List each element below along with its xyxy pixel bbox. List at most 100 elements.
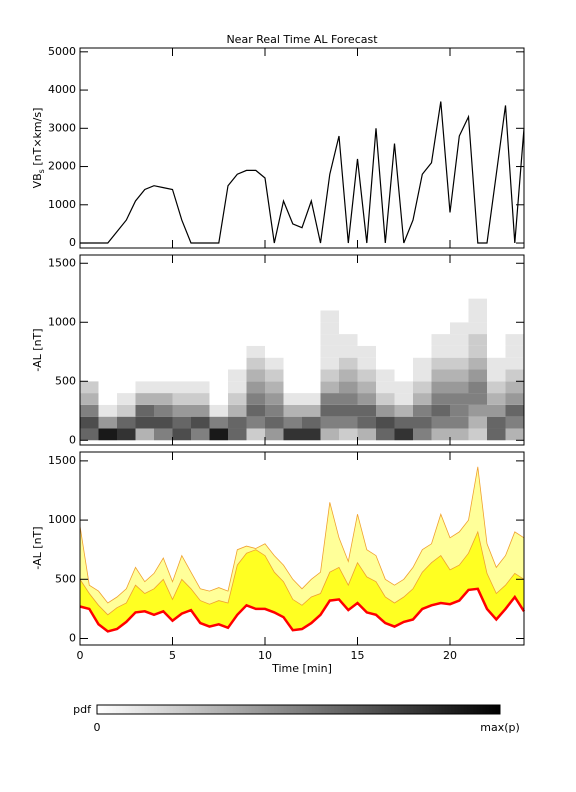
y-tick-label: 1000 [48, 198, 76, 211]
heat-cell [80, 393, 99, 405]
heat-cell [431, 428, 450, 441]
heat-cell [394, 310, 413, 323]
heat-cell [468, 404, 487, 417]
heat-cell [135, 404, 154, 417]
heat-cell [431, 416, 450, 429]
band-edge [79, 466, 525, 604]
heat-cell [376, 393, 395, 405]
heat-cell [172, 416, 191, 429]
heat-cell [394, 334, 413, 346]
heat-cell [394, 345, 413, 358]
heat-cell [228, 416, 247, 429]
heat-cell [117, 416, 136, 429]
heat-cell [80, 322, 99, 335]
heat-cell [394, 322, 413, 335]
heat-cell [468, 345, 487, 358]
heat-cell [487, 381, 506, 394]
heat-cell [320, 298, 339, 311]
heat-cell [135, 381, 154, 394]
heat-cell [191, 393, 210, 405]
heat-cell [487, 369, 506, 382]
heat-cell [320, 357, 339, 370]
heat-cell [209, 369, 228, 382]
heat-cell [283, 298, 302, 311]
heat-cell [246, 345, 265, 358]
heat-cell [154, 428, 173, 441]
heat-cell [394, 416, 413, 429]
heat-cell [431, 381, 450, 394]
heat-cell [135, 393, 154, 405]
heat-cell [135, 298, 154, 311]
heat-cell [80, 381, 99, 394]
x-tick-label: 0 [77, 649, 84, 662]
heat-cell [450, 298, 469, 311]
heat-cell [487, 322, 506, 335]
heat-cell [117, 334, 136, 346]
heat-cell [302, 322, 321, 335]
heat-cell [487, 334, 506, 346]
heat-cell [413, 310, 432, 323]
heat-cell [172, 357, 191, 370]
heat-cell [320, 404, 339, 417]
heat-cell [209, 381, 228, 394]
heat-cell [172, 345, 191, 358]
heat-cell [505, 298, 524, 311]
heat-cell [98, 416, 117, 429]
heat-cell [209, 310, 228, 323]
heat-cell [376, 416, 395, 429]
heat-cell [283, 381, 302, 394]
plot-frame [79, 451, 525, 646]
y-axis-label: -AL [nT] [31, 328, 44, 371]
heat-cell [228, 310, 247, 323]
heat-cell [228, 381, 247, 394]
colorbar [96, 704, 501, 715]
heat-cell [80, 357, 99, 370]
heat-cell [228, 298, 247, 311]
heat-cell [209, 322, 228, 335]
heat-cell [468, 298, 487, 311]
heat-cell [320, 381, 339, 394]
heat-cell [283, 404, 302, 417]
colorbar-label: pdf [73, 703, 92, 716]
heat-cell [339, 357, 358, 370]
heat-cell [505, 393, 524, 405]
heat-cell [450, 404, 469, 417]
heat-cell [505, 357, 524, 370]
heat-cell [80, 416, 99, 429]
heat-cell [228, 357, 247, 370]
heat-cell [413, 416, 432, 429]
heat-cell [265, 369, 284, 382]
heat-cell [172, 381, 191, 394]
heat-cell [376, 334, 395, 346]
y-tick-label: 1000 [48, 513, 76, 526]
heat-cell [283, 357, 302, 370]
heat-cell [394, 428, 413, 441]
heat-cell [191, 416, 210, 429]
heat-cell [339, 369, 358, 382]
heat-cell [450, 345, 469, 358]
heat-cell [228, 345, 247, 358]
plot-frame [79, 47, 525, 249]
heat-cell [431, 334, 450, 346]
heat-cell [80, 369, 99, 382]
heat-cell [505, 381, 524, 394]
heat-cell [357, 369, 376, 382]
heat-cell [505, 345, 524, 358]
x-axis-label: Time [min] [271, 662, 332, 675]
heat-cell [357, 381, 376, 394]
heat-cell [191, 322, 210, 335]
heat-cell [172, 334, 191, 346]
heat-cell [339, 322, 358, 335]
heat-cell [450, 322, 469, 335]
heat-cell [431, 393, 450, 405]
heat-cell [172, 310, 191, 323]
heat-cell [487, 345, 506, 358]
heat-cell [339, 416, 358, 429]
heat-cell [376, 322, 395, 335]
heat-cell [117, 393, 136, 405]
heat-cell [154, 404, 173, 417]
y-tick-label: 0 [69, 433, 76, 446]
heat-cell [154, 310, 173, 323]
heat-cell [209, 345, 228, 358]
heat-cell [394, 357, 413, 370]
